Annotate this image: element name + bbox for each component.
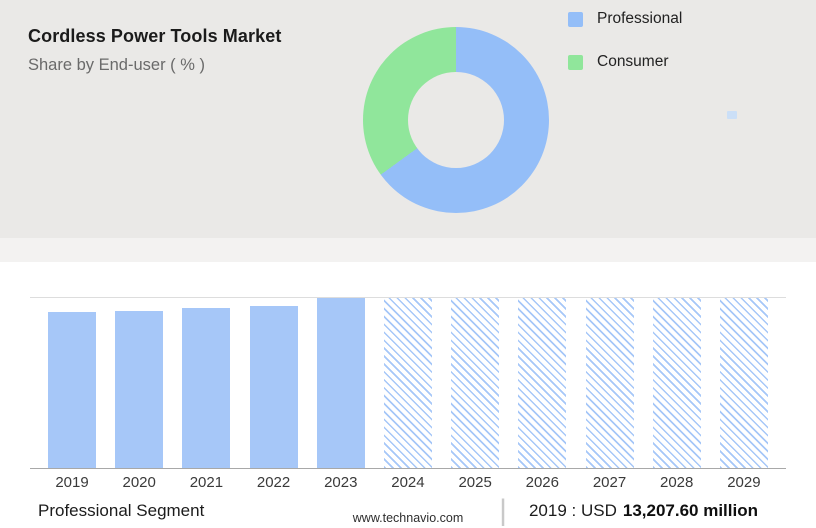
donut-hole bbox=[408, 72, 504, 168]
forecast-bar bbox=[451, 297, 500, 468]
summary-panel: Cordless Power Tools Market Share by End… bbox=[0, 0, 816, 238]
donut-chart bbox=[363, 27, 549, 213]
x-axis-label: 2024 bbox=[391, 474, 425, 491]
legend-label: Professional bbox=[597, 10, 683, 27]
base-year-value: 2019 : USD 13,207.60 million bbox=[529, 501, 758, 521]
historic-bar bbox=[115, 311, 164, 468]
legend-swatch-consumer-icon bbox=[568, 54, 583, 70]
legend-swatch-professional-icon bbox=[568, 11, 583, 27]
segment-label: Professional Segment bbox=[38, 501, 205, 520]
bar-chart-panel: 2019 2020 2021 2022 2023 2024 2025 2026 2027 2028… bbox=[0, 262, 816, 528]
website-url: www.technavio.com bbox=[352, 511, 464, 525]
x-axis-label: 2025 bbox=[458, 474, 492, 491]
value-prefix: 2019 : USD bbox=[528, 501, 617, 520]
value-bold: 13,207.60 million bbox=[622, 501, 758, 520]
decor-dot bbox=[727, 111, 737, 119]
forecast-bar bbox=[585, 297, 634, 468]
separator: | bbox=[499, 494, 507, 527]
x-axis-label: 2023 bbox=[324, 474, 358, 491]
forecast-bar bbox=[518, 297, 567, 468]
x-axis-label: 2019 bbox=[55, 474, 89, 491]
page-subtitle: Share by End-user ( % ) bbox=[28, 56, 205, 74]
x-axis-label: 2027 bbox=[592, 474, 627, 491]
page-title: Cordless Power Tools Market bbox=[28, 26, 282, 46]
x-axis-labels: 2019 2020 2021 2022 2023 2024 2025 2026 2027 2028… bbox=[30, 474, 786, 491]
x-axis-label: 2026 bbox=[525, 474, 559, 491]
value-group: | 2019 : USD 13,207.60 million bbox=[499, 496, 758, 526]
x-axis-label: 2020 bbox=[122, 474, 156, 491]
legend-item-consumer: Consumer bbox=[568, 53, 682, 71]
historic-bar bbox=[316, 297, 365, 468]
x-axis-label: 2028 bbox=[660, 474, 694, 491]
x-axis-label: 2029 bbox=[727, 474, 761, 491]
bar-chart-plot bbox=[30, 297, 786, 469]
x-axis-label: 2021 bbox=[189, 474, 224, 491]
header: Cordless Power Tools Market Share by End… bbox=[28, 26, 281, 75]
historic-bar bbox=[249, 305, 298, 468]
legend-item-professional: Professional bbox=[568, 10, 682, 28]
legend: Professional Consumer bbox=[568, 10, 682, 96]
forecast-bar bbox=[652, 297, 701, 468]
forecast-bar bbox=[383, 297, 432, 468]
bars-container bbox=[30, 297, 786, 468]
historic-bar bbox=[182, 307, 231, 468]
forecast-bar bbox=[719, 297, 768, 468]
chart-footer: Professional Segment | 2019 : USD 13,207.… bbox=[38, 496, 758, 526]
x-axis-label: 2022 bbox=[256, 474, 291, 491]
legend-label: Consumer bbox=[597, 53, 669, 70]
historic-bar bbox=[48, 312, 96, 468]
